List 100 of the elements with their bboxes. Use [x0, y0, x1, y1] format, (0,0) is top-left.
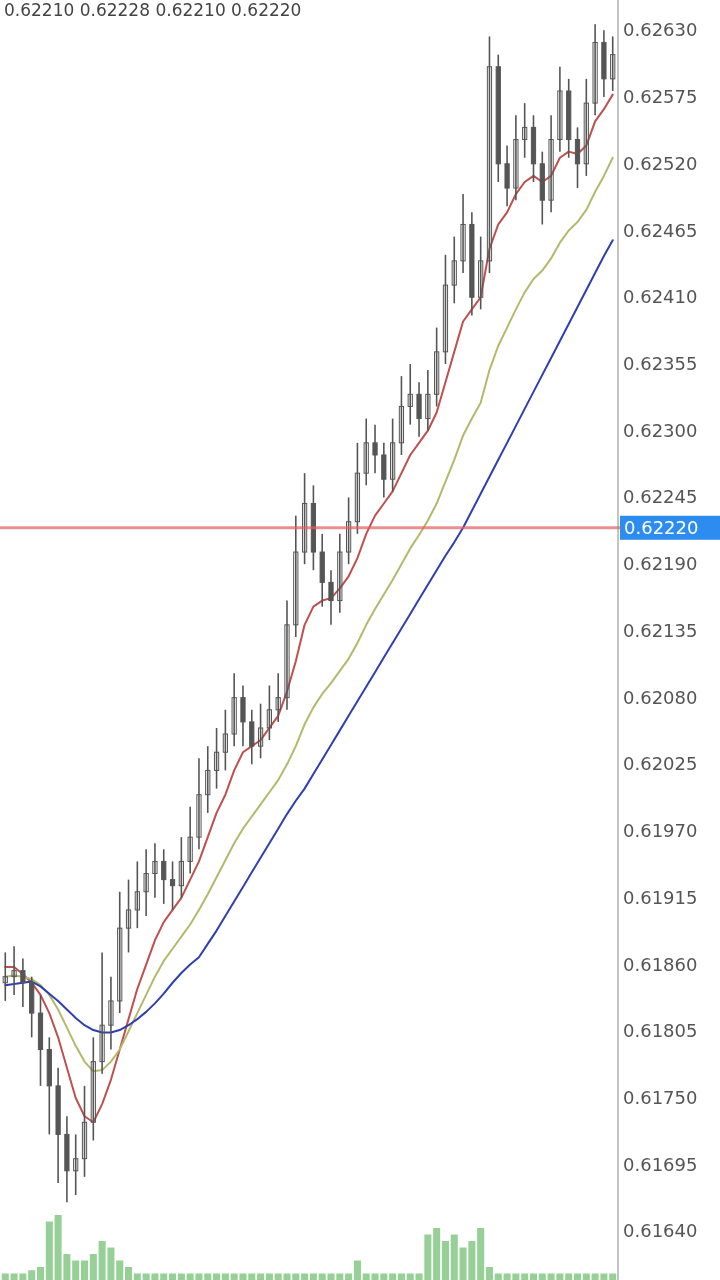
bar: [521, 1273, 529, 1280]
bar: [1, 1273, 9, 1280]
candlestick: [363, 417, 369, 487]
candlestick: [2, 951, 8, 1002]
bar: [582, 1273, 590, 1280]
candlestick: [108, 975, 114, 1051]
candlestick: [222, 708, 228, 772]
bar: [89, 1254, 97, 1280]
y-tick-label: 0.61915: [623, 886, 698, 908]
bar: [529, 1273, 538, 1280]
candlestick: [610, 35, 616, 92]
candlestick: [442, 253, 449, 365]
y-tick-label: 0.62080: [623, 686, 698, 708]
bar: [177, 1273, 185, 1280]
bar: [494, 1273, 502, 1280]
y-tick-label: 0.62410: [623, 286, 698, 308]
candlestick: [583, 78, 589, 177]
candlestick: [257, 702, 264, 760]
y-tick-label: 0.61805: [623, 1020, 698, 1042]
candlestick: [117, 890, 123, 1014]
bar: [406, 1273, 414, 1280]
bar: [565, 1273, 573, 1280]
candlestick: [20, 957, 26, 1008]
bar: [221, 1273, 229, 1280]
bar: [441, 1241, 449, 1280]
y-tick-label: 0.62520: [623, 152, 698, 174]
y-tick-label: 0.62575: [623, 86, 698, 108]
y-tick-label: 0.62135: [623, 619, 698, 641]
bar: [450, 1234, 458, 1280]
candlestick: [284, 599, 290, 711]
bar: [213, 1273, 221, 1280]
bar: [45, 1221, 53, 1280]
ref-line-label: 0.62220: [624, 516, 699, 538]
y-tick-label: 0.62630: [623, 19, 698, 41]
candlestick: [143, 848, 149, 917]
candlestick: [407, 363, 413, 426]
candlestick: [346, 496, 352, 565]
bar: [265, 1273, 273, 1280]
candlestick: [125, 878, 132, 954]
y-tick-label: 0.62190: [623, 553, 698, 575]
candlestick: [337, 533, 343, 614]
candlestick: [451, 235, 457, 305]
bar: [169, 1273, 177, 1280]
bar: [248, 1273, 256, 1280]
bar: [477, 1228, 485, 1280]
bar: [301, 1273, 309, 1280]
candlestick: [328, 569, 334, 626]
candlestick: [486, 35, 493, 274]
candlestick: [522, 102, 528, 159]
candlestick: [161, 848, 167, 905]
candlestick: [434, 326, 440, 408]
candlestick: [11, 945, 17, 996]
candlestick: [266, 684, 272, 741]
y-tick-label: 0.62245: [623, 486, 698, 508]
bar: [257, 1273, 265, 1280]
y-tick-label: 0.62025: [623, 753, 698, 775]
candlestick: [134, 860, 140, 929]
bar: [116, 1260, 124, 1280]
candlestick: [513, 114, 519, 201]
y-tick-label: 0.62300: [623, 419, 698, 441]
candlestick: [178, 836, 184, 899]
candlestick: [390, 417, 396, 493]
bar: [389, 1273, 397, 1280]
candlestick: [196, 757, 202, 851]
bar: [353, 1260, 361, 1280]
candlestick: [169, 860, 176, 911]
bar: [573, 1273, 582, 1280]
bar: [72, 1260, 80, 1280]
candlestick: [90, 1036, 96, 1142]
y-tick-label: 0.61695: [623, 1153, 698, 1175]
candlestick: [398, 375, 405, 456]
bar: [609, 1273, 617, 1280]
y-tick-label: 0.61970: [623, 820, 698, 842]
candlestick: [152, 842, 158, 899]
candlestick: [425, 369, 431, 432]
candlestick: [557, 65, 563, 153]
bar: [309, 1273, 317, 1280]
candlestick: [187, 806, 193, 875]
bar: [204, 1273, 212, 1280]
bar: [362, 1273, 370, 1280]
bar: [538, 1273, 546, 1280]
y-tick-label: 0.61640: [623, 1220, 698, 1242]
candlestick: [99, 951, 105, 1075]
candlestick: [205, 745, 211, 814]
candlestick: [213, 727, 220, 790]
bar: [433, 1228, 441, 1280]
y-tick-label: 0.61750: [623, 1087, 698, 1109]
bar: [160, 1273, 168, 1280]
bar: [28, 1270, 36, 1280]
y-tick-label: 0.62355: [623, 352, 698, 374]
candlestick: [275, 672, 281, 723]
candlestick: [73, 1133, 79, 1196]
candlestick: [301, 472, 308, 565]
candlestick: [293, 514, 299, 638]
bar: [485, 1267, 493, 1280]
candlestick: [460, 193, 466, 274]
bar: [133, 1273, 141, 1280]
candlestick: [372, 423, 378, 474]
candlestick: [478, 235, 484, 311]
y-tick-label: 0.61860: [623, 953, 698, 975]
